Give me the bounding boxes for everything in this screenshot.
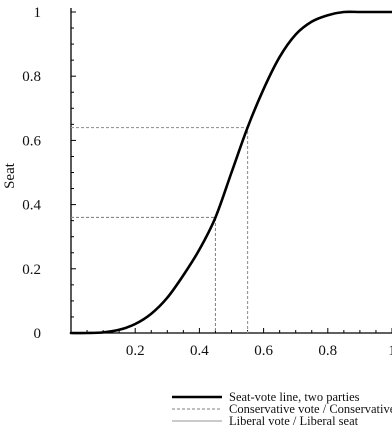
x-tick-label: 0.2 (126, 343, 145, 359)
y-tick-label: 0.6 (22, 133, 41, 149)
legend: Seat-vote line, two partiesConservative … (172, 390, 392, 428)
y-axis-label: Seat (2, 162, 18, 189)
y-tick-label: 0.4 (22, 198, 41, 214)
y-tick-label: 0.2 (22, 262, 41, 278)
guide-lines (71, 126, 249, 333)
legend-label: Seat-vote line, two parties (229, 390, 360, 404)
tick-labels: 0 0.2 0.4 0.6 0.8 1 0.2 0.4 0.6 0.8 1 (22, 5, 392, 359)
legend-label: Liberal vote / Liberal seat (229, 414, 359, 428)
x-tick-label: 0.6 (254, 343, 273, 359)
legend-label: Conservative vote / Conservative seat (229, 402, 392, 416)
x-tick-label: 1 (388, 343, 392, 359)
x-tick-label: 0.8 (318, 343, 337, 359)
liberal-guide-line (71, 216, 216, 333)
seat-vote-curve (69, 10, 392, 335)
axes (70, 8, 392, 334)
y-tick-label: 0.8 (22, 69, 41, 85)
x-tick-label: 0.4 (190, 343, 209, 359)
conservative-guide-line (71, 126, 249, 333)
seat-vote-line (69, 10, 392, 335)
y-tick-label: 1 (34, 5, 42, 21)
y-tick-label: 0 (34, 326, 42, 342)
